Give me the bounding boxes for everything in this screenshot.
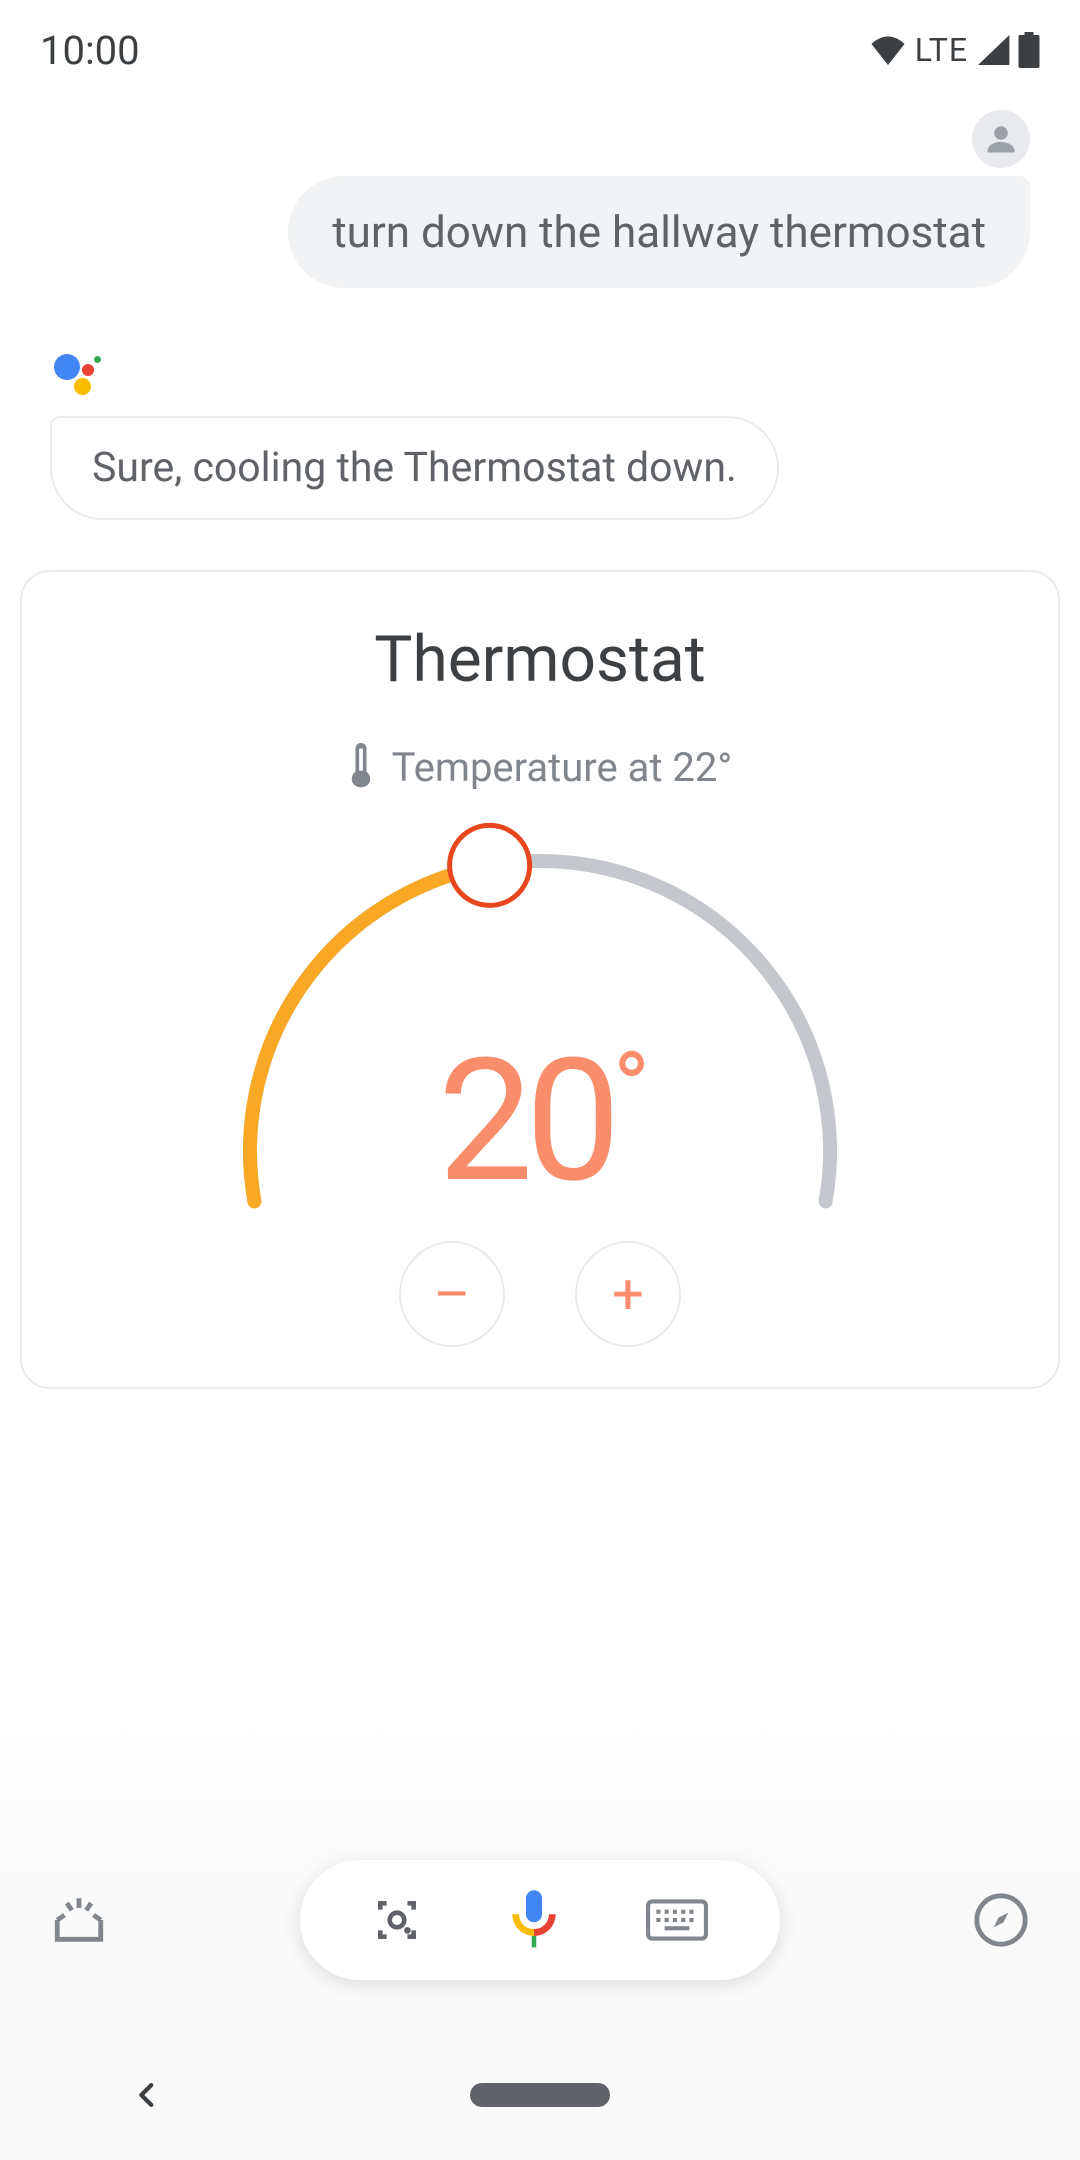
increase-button[interactable]: + [575,1241,681,1347]
thermostat-card: Thermostat Temperature at 22° 20° – + [20,570,1060,1389]
person-icon [983,121,1019,157]
home-pill[interactable] [470,2083,610,2107]
assistant-logo-icon [54,348,104,398]
set-temperature: 20° [230,1021,850,1221]
bottom-bar [0,1720,1080,2160]
keyboard-icon[interactable] [646,1898,708,1942]
status-bar: 10:00 LTE [0,0,1080,90]
current-temp-label: Temperature at 22° [392,744,733,791]
back-icon[interactable] [130,2078,164,2112]
user-avatar[interactable] [972,110,1030,168]
signal-icon [976,35,1010,65]
network-label: LTE [915,31,968,69]
nav-bar [0,2070,1080,2160]
chat-area: turn down the hallway thermostat Sure, c… [0,90,1080,520]
mic-icon[interactable] [506,1888,562,1952]
thermometer-icon [348,743,374,791]
set-temp-value: 20 [438,1021,613,1221]
updates-icon[interactable] [50,1891,108,1949]
decrease-button[interactable]: – [399,1241,505,1347]
user-message: turn down the hallway thermostat [288,176,1030,288]
wifi-icon [869,35,907,65]
thermostat-title: Thermostat [62,622,1018,697]
battery-icon [1018,32,1040,68]
assistant-message: Sure, cooling the Thermostat down. [50,416,779,520]
explore-icon[interactable] [972,1891,1030,1949]
input-pill [300,1860,780,1980]
degree-symbol: ° [613,1031,642,1148]
temperature-dial[interactable]: 20° [230,821,850,1201]
lens-icon[interactable] [372,1895,422,1945]
status-time: 10:00 [40,27,140,74]
status-icons: LTE [869,31,1040,69]
